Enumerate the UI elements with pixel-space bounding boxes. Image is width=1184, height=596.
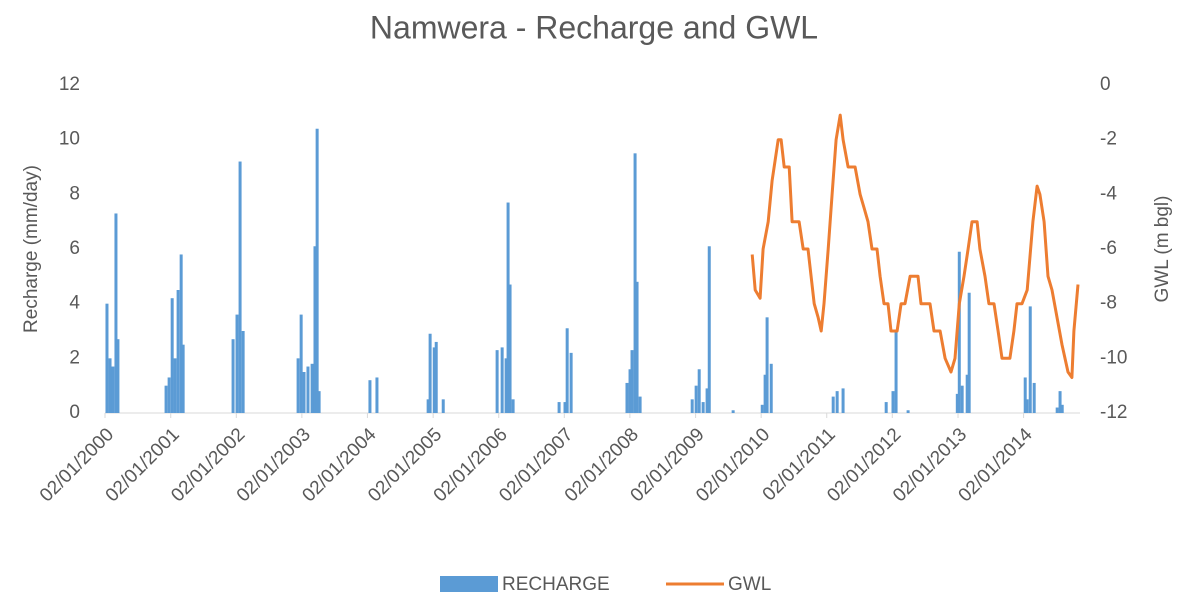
legend-label: RECHARGE (502, 574, 610, 595)
recharge-bar (428, 333, 432, 413)
recharge-bar (765, 317, 769, 413)
y2-tick-label: -12 (1100, 402, 1127, 423)
recharge-bar (235, 314, 239, 413)
recharge-bar (707, 246, 711, 413)
gwl-line (750, 113, 1080, 379)
recharge-bar (967, 292, 971, 413)
recharge-bar (565, 328, 569, 413)
recharge-bar (1028, 306, 1032, 413)
recharge-bar (506, 202, 510, 413)
recharge-bar (108, 358, 112, 413)
y-tick-label: 0 (69, 402, 80, 423)
recharge-bar (434, 341, 438, 413)
recharge-bar (760, 404, 764, 413)
y-tick-label: 6 (69, 238, 80, 259)
y2-tick-label: -2 (1100, 129, 1117, 150)
recharge-bar (111, 366, 115, 413)
recharge-bar (296, 358, 300, 413)
y2-tick-label: -4 (1100, 183, 1117, 204)
recharge-bar (1023, 377, 1027, 413)
recharge-bar (569, 352, 573, 413)
recharge-bar (504, 358, 508, 413)
recharge-bar (1032, 382, 1036, 413)
y-tick-label: 12 (59, 74, 80, 95)
y2-axis-label: GWL (m bgl) (1152, 196, 1173, 303)
recharge-bar (105, 303, 109, 413)
recharge-bar (310, 363, 314, 413)
y2-tick-label: 0 (1100, 74, 1111, 95)
recharge-bar (891, 391, 895, 413)
recharge-bar (317, 391, 321, 413)
recharge-bar (302, 372, 306, 413)
y-tick-label: 4 (69, 293, 80, 314)
recharge-bar (705, 388, 709, 413)
recharge-bar (690, 399, 694, 413)
recharge-bar (965, 374, 969, 413)
y-tick-label: 2 (69, 347, 80, 368)
recharge-bar (835, 391, 839, 413)
recharge-bar (1060, 404, 1064, 413)
recharge-bar (638, 396, 642, 413)
recharge-bar (164, 385, 168, 413)
recharge-bar (955, 393, 959, 413)
recharge-bar (231, 339, 235, 413)
recharge-bar (511, 399, 515, 413)
recharge-bar (731, 410, 735, 413)
recharge-bar (906, 410, 910, 413)
recharge-bar (508, 284, 512, 413)
recharge-bar (441, 399, 445, 413)
recharge-bar (114, 213, 118, 413)
recharge-bar (960, 385, 964, 413)
recharge-bar (763, 374, 767, 413)
recharge-bar (894, 331, 898, 413)
recharge-bar (831, 396, 835, 413)
recharge-bar (238, 161, 242, 413)
recharge-bar (432, 347, 436, 413)
legend-label: GWL (728, 574, 771, 595)
recharge-bar (368, 380, 372, 413)
recharge-bar (841, 388, 845, 413)
recharge-bar (167, 377, 171, 413)
recharge-bar (181, 344, 185, 413)
recharge-bar (495, 350, 499, 413)
recharge-bar (563, 402, 567, 413)
recharge-bar (299, 314, 303, 413)
recharge-bar (375, 377, 379, 413)
recharge-bar (176, 290, 180, 413)
recharge-bar (306, 366, 310, 413)
recharge-bar (426, 399, 430, 413)
recharge-bar (179, 254, 183, 413)
recharge-bar (769, 363, 773, 413)
recharge-bar (633, 153, 637, 414)
recharge-bar (557, 402, 561, 413)
y-tick-label: 10 (59, 129, 80, 150)
recharge-bar (116, 339, 120, 413)
y2-tick-label: -10 (1100, 347, 1127, 368)
recharge-bar (697, 369, 701, 413)
y2-tick-label: -8 (1100, 293, 1117, 314)
recharge-bar (1058, 391, 1062, 413)
recharge-bar (625, 382, 629, 413)
y-axis-label: Recharge (mm/day) (21, 165, 42, 333)
legend-swatch (440, 576, 498, 592)
recharge-bar (170, 298, 174, 413)
recharge-bar (957, 251, 961, 413)
recharge-bar (635, 281, 639, 413)
recharge-bar (884, 402, 888, 413)
y-tick-label: 8 (69, 183, 80, 204)
chart-title: Namwera - Recharge and GWL (370, 9, 818, 45)
recharge-bar (241, 331, 245, 413)
recharge-bar (313, 246, 317, 413)
recharge-bar (694, 385, 698, 413)
recharge-bar (628, 369, 632, 413)
recharge-bar (173, 358, 177, 413)
recharge-bar (1025, 399, 1029, 413)
recharge-bar (500, 347, 504, 413)
recharge-bar (315, 128, 319, 413)
recharge-bar (1055, 407, 1059, 413)
recharge-bar (630, 350, 634, 413)
recharge-bar (701, 402, 705, 413)
y2-tick-label: -6 (1100, 238, 1117, 259)
